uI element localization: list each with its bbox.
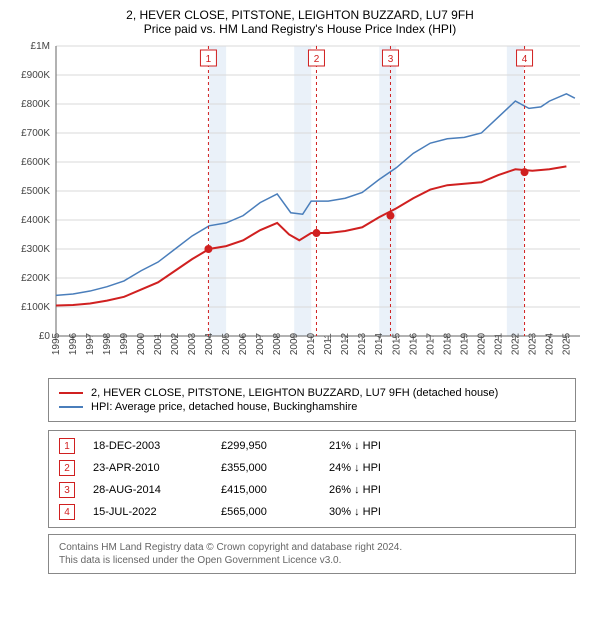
sale-marker-number: 2 [59,460,75,476]
sale-date: 23-APR-2010 [93,462,203,474]
svg-text:£800K: £800K [21,99,50,110]
svg-text:£1M: £1M [31,41,50,52]
chart-area: £0 £100K £200K £300K £400K £500K £600K £700K £80… [8,40,592,370]
legend-item: HPI: Average price, detached house, Buck… [59,401,565,413]
sale-price: £355,000 [221,462,311,474]
sale-vs-hpi: 30% ↓ HPI [329,506,429,518]
svg-text:£500K: £500K [21,186,50,197]
sale-marker-number: 4 [59,504,75,520]
sale-marker-number: 1 [59,438,75,454]
sales-row: 4 15-JUL-2022 £565,000 30% ↓ HPI [49,501,575,523]
chart-subtitle: Price paid vs. HM Land Registry's House … [8,22,592,36]
attribution-footer: Contains HM Land Registry data © Crown c… [48,534,576,574]
svg-text:£700K: £700K [21,128,50,139]
svg-text:3: 3 [388,54,394,65]
sales-row: 1 18-DEC-2003 £299,950 21% ↓ HPI [49,435,575,457]
legend-item: 2, HEVER CLOSE, PITSTONE, LEIGHTON BUZZA… [59,387,565,399]
svg-text:£900K: £900K [21,70,50,81]
chart-title: 2, HEVER CLOSE, PITSTONE, LEIGHTON BUZZA… [8,8,592,22]
legend-label: HPI: Average price, detached house, Buck… [91,401,357,413]
legend-swatch [59,392,83,394]
svg-text:£0: £0 [39,331,51,342]
sale-price: £415,000 [221,484,311,496]
svg-text:£300K: £300K [21,244,50,255]
footer-line: This data is licensed under the Open Gov… [59,554,565,567]
svg-text:£600K: £600K [21,157,50,168]
legend: 2, HEVER CLOSE, PITSTONE, LEIGHTON BUZZA… [48,378,576,422]
sale-vs-hpi: 21% ↓ HPI [329,440,429,452]
sale-date: 18-DEC-2003 [93,440,203,452]
sale-marker-number: 3 [59,482,75,498]
svg-text:£100K: £100K [21,302,50,313]
sale-vs-hpi: 24% ↓ HPI [329,462,429,474]
sale-price: £299,950 [221,440,311,452]
legend-swatch [59,406,83,408]
sale-price: £565,000 [221,506,311,518]
line-chart-svg: £0 £100K £200K £300K £400K £500K £600K £700K £80… [8,40,592,370]
sale-date: 15-JUL-2022 [93,506,203,518]
svg-text:1: 1 [206,54,212,65]
sale-date: 28-AUG-2014 [93,484,203,496]
sales-table: 1 18-DEC-2003 £299,950 21% ↓ HPI 2 23-APR-201… [48,430,576,528]
footer-line: Contains HM Land Registry data © Crown c… [59,541,565,554]
svg-text:4: 4 [522,54,528,65]
legend-label: 2, HEVER CLOSE, PITSTONE, LEIGHTON BUZZA… [91,387,498,399]
svg-text:£400K: £400K [21,215,50,226]
sales-row: 2 23-APR-2010 £355,000 24% ↓ HPI [49,457,575,479]
svg-text:2: 2 [314,54,320,65]
svg-text:£200K: £200K [21,273,50,284]
sales-row: 3 28-AUG-2014 £415,000 26% ↓ HPI [49,479,575,501]
sale-vs-hpi: 26% ↓ HPI [329,484,429,496]
